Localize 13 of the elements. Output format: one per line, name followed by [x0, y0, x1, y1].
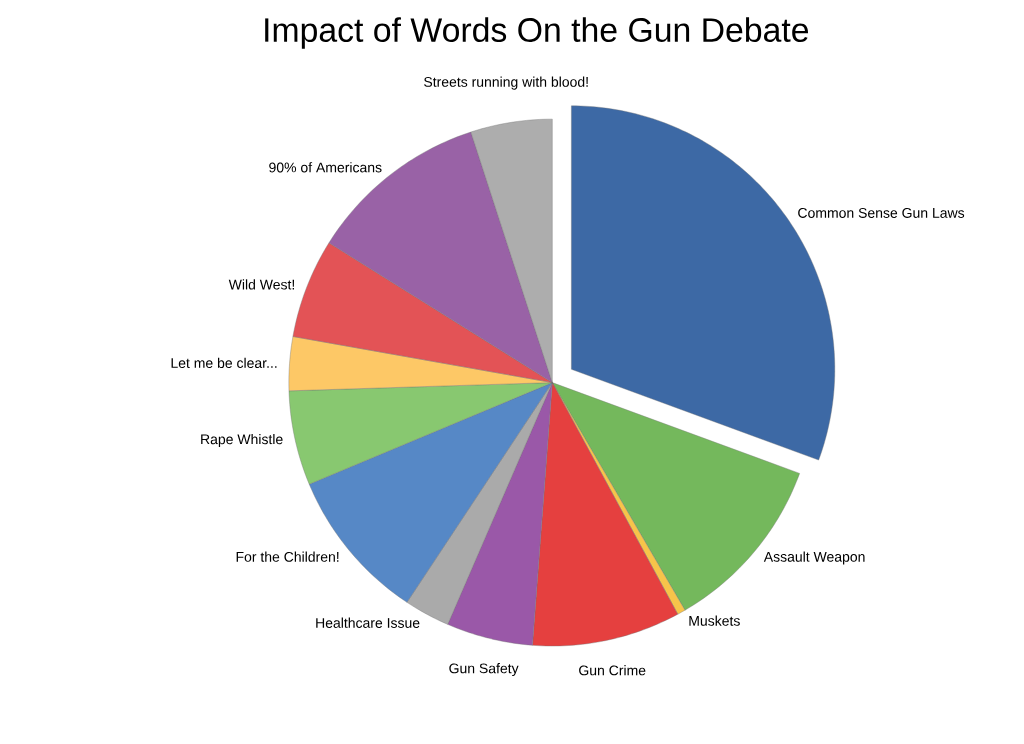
- slice-label: Assault Weapon: [763, 551, 865, 565]
- slice-label: For the Children!: [236, 551, 339, 562]
- slice-label: Wild West!: [228, 279, 295, 290]
- slice-label: 90% of Americans: [269, 162, 382, 173]
- slice-label: Healthcare Issue: [316, 617, 420, 628]
- slice-label: Gun Crime: [579, 665, 646, 676]
- slice-label: Streets running with blood!: [424, 76, 588, 90]
- chart-title: Impact of Words On the Gun Debate: [265, 17, 809, 49]
- slice-label: Gun Safety: [449, 663, 519, 677]
- slice-label: Let me be clear...: [171, 357, 277, 369]
- slice-label: Muskets: [689, 615, 740, 626]
- slice-label: Rape Whistle: [201, 434, 283, 448]
- slice-label: Common Sense Gun Laws: [798, 208, 965, 218]
